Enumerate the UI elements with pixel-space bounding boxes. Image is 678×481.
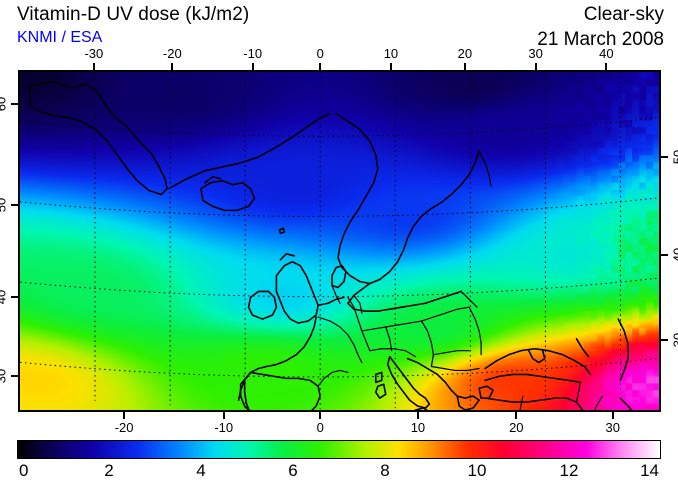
- axis-label-left-50: 50: [0, 197, 9, 213]
- tick-top--20: [171, 63, 174, 70]
- axis-label-top-10: 10: [383, 46, 399, 61]
- axis-label-top--20: -20: [162, 46, 182, 61]
- tick-left-30: [11, 375, 18, 378]
- axis-label-top-0: 0: [316, 46, 324, 61]
- axis-label-top-30: 30: [528, 46, 543, 61]
- axis-label-bottom-10: 10: [410, 420, 426, 435]
- tick-top-0: [319, 63, 322, 70]
- tick-bottom-20: [515, 412, 518, 419]
- axis-label-right-30: 30: [670, 332, 678, 348]
- colorbar-tick-12: 12: [559, 461, 579, 480]
- tick-right-40: [661, 253, 668, 256]
- tick-right-30: [661, 339, 668, 342]
- credit-label: KNMI / ESA: [17, 29, 103, 46]
- tick-top-10: [389, 63, 392, 70]
- colorbar-tick-6: 6: [288, 461, 298, 480]
- tick-top--10: [251, 63, 254, 70]
- tick-bottom-10: [416, 412, 419, 419]
- axis-label-bottom--10: -10: [214, 420, 234, 435]
- axis-label-bottom--20: -20: [114, 420, 134, 435]
- colorbar-tick-2: 2: [104, 461, 114, 480]
- colorbar: [17, 440, 661, 459]
- tick-left-50: [11, 204, 18, 207]
- page-title: Vitamin-D UV dose (kJ/m2): [17, 4, 250, 25]
- axis-label-bottom-30: 30: [605, 420, 620, 435]
- colorbar-tick-0: 0: [19, 461, 29, 480]
- colorbar-tick-10: 10: [467, 461, 487, 480]
- axis-label-right-50: 50: [670, 149, 678, 165]
- colorbar-tick-14: 14: [640, 461, 659, 480]
- tick-top-20: [463, 63, 466, 70]
- axis-label-bottom-20: 20: [509, 420, 524, 435]
- axis-label-right-40: 40: [670, 247, 678, 262]
- axis-label-top-20: 20: [457, 46, 473, 61]
- colorbar-tick-4: 4: [196, 461, 206, 480]
- axis-label-left-40: 40: [0, 290, 9, 305]
- tick-bottom--20: [123, 412, 126, 419]
- sky-condition-label: Clear-sky: [583, 4, 664, 25]
- tick-top-40: [605, 63, 608, 70]
- axis-label-left-30: 30: [0, 368, 9, 384]
- axis-label-top--10: -10: [243, 46, 263, 61]
- map-plot-area: [18, 70, 661, 412]
- axis-label-bottom-0: 0: [316, 420, 324, 435]
- colorbar-gradient: [18, 441, 660, 458]
- coastline-overlay: [29, 81, 633, 410]
- axis-label-left-60: 60: [0, 96, 9, 112]
- tick-left-40: [11, 296, 18, 299]
- date-label: 21 March 2008: [537, 29, 664, 50]
- tick-bottom-0: [319, 412, 322, 419]
- tick-left-60: [11, 103, 18, 106]
- tick-top--30: [92, 63, 95, 70]
- axis-label-top-40: 40: [599, 46, 614, 61]
- tick-top-30: [534, 63, 537, 70]
- tick-bottom--10: [222, 412, 225, 419]
- colorbar-tick-8: 8: [380, 461, 390, 480]
- tick-right-50: [661, 156, 668, 159]
- axis-label-top--30: -30: [84, 46, 104, 61]
- tick-bottom-30: [611, 412, 614, 419]
